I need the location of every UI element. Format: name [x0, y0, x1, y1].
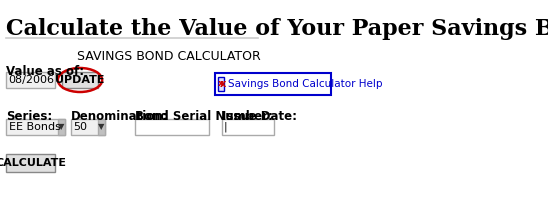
Text: Issue Date:: Issue Date: — [221, 110, 296, 123]
FancyBboxPatch shape — [218, 77, 224, 91]
Text: |: | — [224, 122, 227, 132]
FancyBboxPatch shape — [215, 73, 331, 95]
Text: CALCULATE: CALCULATE — [0, 158, 66, 168]
Text: Savings Bond Calculator Help: Savings Bond Calculator Help — [227, 79, 382, 89]
FancyBboxPatch shape — [98, 119, 105, 135]
Text: SAVINGS BOND CALCULATOR: SAVINGS BOND CALCULATOR — [77, 50, 260, 63]
Text: EE Bonds: EE Bonds — [9, 122, 60, 132]
FancyBboxPatch shape — [135, 119, 209, 135]
Text: Calculate the Value of Your Paper Savings Bond(s): Calculate the Value of Your Paper Saving… — [6, 18, 548, 40]
Text: Value as of:: Value as of: — [6, 65, 84, 78]
Text: x: x — [220, 79, 226, 89]
Text: Series:: Series: — [6, 110, 53, 123]
Text: 08/2006: 08/2006 — [9, 75, 55, 85]
FancyBboxPatch shape — [221, 119, 274, 135]
Text: Denomination:: Denomination: — [71, 110, 168, 123]
Text: 50: 50 — [73, 122, 87, 132]
FancyBboxPatch shape — [6, 154, 55, 172]
FancyBboxPatch shape — [71, 119, 105, 135]
FancyBboxPatch shape — [6, 72, 55, 88]
Text: ▼: ▼ — [58, 122, 65, 131]
Text: UPDATE: UPDATE — [55, 75, 105, 85]
Text: Bond Serial Number:: Bond Serial Number: — [135, 110, 273, 123]
Text: ▼: ▼ — [98, 122, 105, 131]
FancyBboxPatch shape — [61, 72, 99, 88]
FancyBboxPatch shape — [6, 119, 65, 135]
FancyBboxPatch shape — [58, 119, 65, 135]
Text: x: x — [218, 80, 224, 88]
